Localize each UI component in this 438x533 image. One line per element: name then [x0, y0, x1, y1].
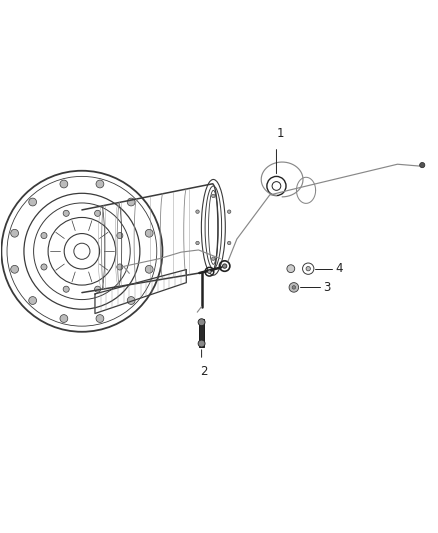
Circle shape — [196, 210, 199, 213]
Circle shape — [420, 163, 425, 168]
Circle shape — [145, 229, 153, 237]
Circle shape — [117, 264, 123, 270]
Circle shape — [196, 241, 199, 245]
Text: 3: 3 — [323, 281, 330, 294]
Circle shape — [41, 264, 47, 270]
Circle shape — [227, 210, 231, 213]
Circle shape — [287, 265, 295, 272]
Circle shape — [306, 266, 311, 271]
Circle shape — [208, 270, 211, 273]
Circle shape — [127, 296, 135, 304]
Circle shape — [29, 296, 37, 304]
Circle shape — [60, 314, 68, 322]
Circle shape — [96, 180, 104, 188]
Circle shape — [11, 229, 18, 237]
Circle shape — [63, 211, 69, 216]
Text: 1: 1 — [277, 127, 285, 140]
Circle shape — [11, 265, 18, 273]
FancyBboxPatch shape — [199, 319, 204, 347]
Circle shape — [63, 286, 69, 292]
Circle shape — [41, 232, 47, 239]
Circle shape — [95, 286, 101, 292]
Circle shape — [198, 319, 205, 326]
Circle shape — [289, 282, 299, 292]
Circle shape — [212, 257, 215, 261]
Circle shape — [292, 286, 296, 289]
Circle shape — [145, 265, 153, 273]
Text: 4: 4 — [335, 262, 343, 275]
Circle shape — [212, 194, 215, 198]
Circle shape — [227, 241, 231, 245]
Circle shape — [127, 198, 135, 206]
Circle shape — [96, 314, 104, 322]
Circle shape — [60, 180, 68, 188]
Circle shape — [117, 232, 123, 239]
Circle shape — [223, 264, 227, 268]
Circle shape — [29, 198, 37, 206]
Circle shape — [95, 211, 101, 216]
Text: 2: 2 — [200, 365, 208, 378]
Circle shape — [198, 340, 205, 347]
